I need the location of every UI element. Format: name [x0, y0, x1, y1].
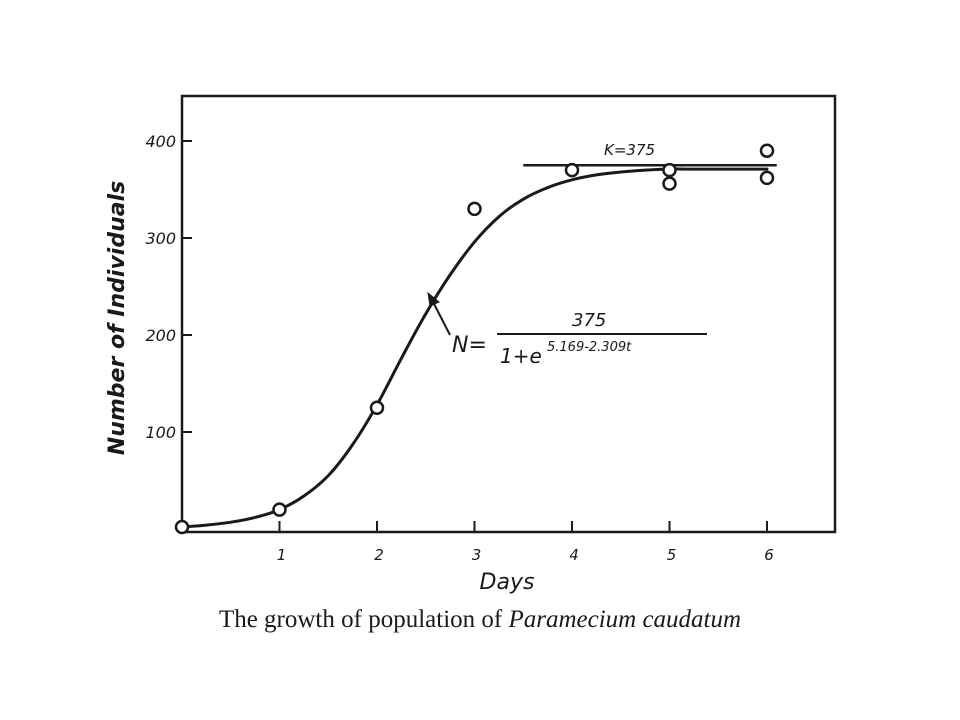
equation-numerator: 375: [572, 310, 606, 331]
equation-denominator: 1+e: [500, 344, 542, 368]
data-point: [174, 519, 190, 535]
annotation-layer: K=375 N= 375 1+e 5.169-2.309t: [427, 141, 707, 368]
data-point: [369, 400, 385, 415]
x-tick-label: 2: [374, 546, 384, 564]
data-point: [759, 143, 775, 158]
x-tick-label: 1: [277, 546, 287, 564]
equation-lhs: N=: [452, 333, 487, 358]
ticks-layer: 1 2 3 4 5 6 100 200 300 400 Days Number of Individu…: [105, 132, 774, 595]
caption-prefix: The growth of population of: [218, 606, 509, 633]
data-point: [272, 502, 287, 517]
y-tick-label: 300: [145, 229, 176, 248]
y-tick-label: 400: [145, 132, 176, 151]
carrying-capacity-label: K=375: [604, 141, 655, 159]
axes: [180, 94, 837, 534]
data-point: [662, 176, 677, 191]
equation-exponent: 5.169-2.309t: [547, 340, 632, 355]
equation-arrowhead: [427, 291, 440, 307]
points-layer: [174, 143, 775, 535]
y-axis-label: Number of Individuals: [105, 181, 130, 455]
x-tick-label: 4: [569, 546, 579, 564]
data-point: [564, 162, 580, 178]
x-axis-label: Days: [480, 570, 535, 595]
data-point: [662, 162, 677, 178]
data-point: [759, 170, 775, 186]
y-tick-label: 100: [145, 423, 176, 442]
caption-species: Paramecium caudatum: [508, 606, 742, 633]
data-point: [467, 201, 482, 217]
figure-caption: The growth of population of Paramecium c…: [0, 606, 960, 634]
plot-frame: [180, 94, 837, 534]
equation-arrow: [431, 299, 451, 336]
x-tick-label: 6: [764, 546, 774, 564]
x-tick-label: 5: [667, 546, 677, 564]
y-tick-label: 200: [145, 326, 176, 345]
x-tick-label: 3: [472, 546, 482, 564]
